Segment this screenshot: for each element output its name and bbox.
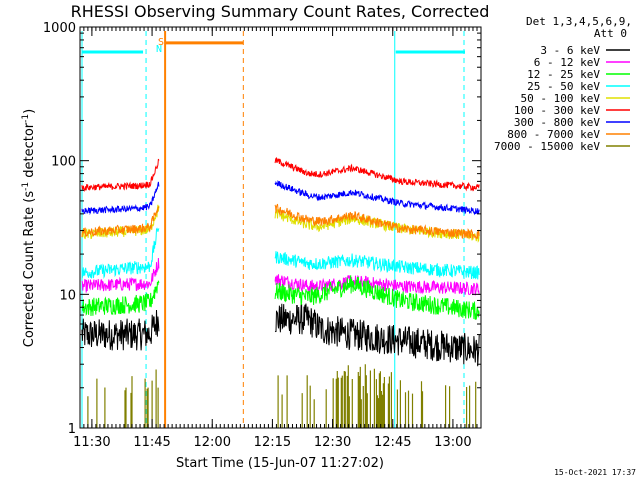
y-axis-label-group: Corrected Count Rate (s-1 detector-1) (21, 109, 37, 347)
legend-label: 800 - 7000 keV (507, 128, 600, 141)
y-tick-label: 100 (51, 155, 76, 170)
x-tick-label: 12:45 (374, 435, 411, 450)
legend-label: 6 - 12 keV (534, 56, 601, 69)
y-axis-label-sup1: -1 (21, 182, 31, 191)
x-tick-label: 11:30 (73, 435, 110, 450)
legend-header-2: Att 0 (594, 27, 627, 40)
y-tick-label: 10 (59, 288, 76, 303)
x-tick-label: 13:00 (434, 435, 471, 450)
legend-label: 25 - 50 keV (527, 80, 600, 93)
series-line (81, 206, 160, 237)
saa-markers (164, 31, 244, 428)
saa-flag-label: S (158, 37, 164, 48)
axis-ticks: 1 10 100 1000 11:30 11:45 12:00 12:15 12:30 12:45… (43, 21, 481, 450)
series-line (274, 274, 480, 296)
y-axis-label: Corrected Count Rate (s-1 detector-1) (21, 109, 37, 347)
y-axis-label-mid: detector (22, 122, 37, 182)
series-lines (81, 157, 480, 428)
x-tick-label: 12:15 (254, 435, 291, 450)
series-line (81, 309, 160, 351)
legend-label: 3 - 6 keV (540, 44, 600, 57)
series-line (274, 251, 480, 280)
series-line (274, 203, 480, 240)
y-axis-label-end: ) (22, 109, 37, 114)
series-line (274, 208, 480, 243)
series-line (81, 257, 160, 293)
chart-title: RHESSI Observing Summary Count Rates, Co… (71, 2, 490, 21)
series-line (87, 364, 477, 428)
legend-label: 7000 - 15000 keV (494, 140, 600, 153)
legend-header-1: Det 1,3,4,5,6,9, (526, 15, 632, 28)
legend-label: 300 - 800 keV (514, 116, 600, 129)
x-axis-label: Start Time (15-Jun-07 11:27:02) (176, 456, 384, 471)
series-line (81, 181, 160, 216)
series-line (274, 275, 480, 320)
y-tick-label: 1 (68, 422, 76, 437)
night-flag-label: N (156, 44, 162, 55)
y-axis-label-text: Corrected Count Rate (s (22, 191, 37, 348)
y-tick-label: 1000 (43, 21, 76, 36)
x-tick-label: 12:30 (314, 435, 351, 450)
series-line (81, 280, 160, 317)
series-line (274, 180, 480, 216)
legend-label: 100 - 300 keV (514, 104, 600, 117)
series-line (274, 303, 480, 367)
y-axis-label-sup2: -1 (21, 114, 31, 123)
x-tick-label: 12:00 (194, 435, 231, 450)
x-tick-label: 11:45 (133, 435, 170, 450)
generation-timestamp: 15-Oct-2021 17:37 (554, 468, 636, 477)
series-line (274, 157, 480, 192)
legend-label: 12 - 25 keV (527, 68, 600, 81)
series-line (81, 227, 160, 279)
legend-label: 50 - 100 keV (521, 92, 601, 105)
series-line (81, 158, 160, 193)
